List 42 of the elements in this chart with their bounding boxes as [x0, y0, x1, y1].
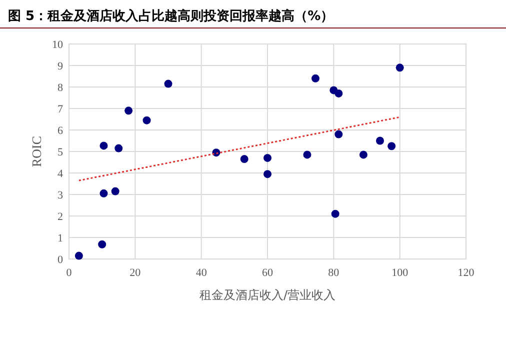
- y-tick-label: 1: [58, 232, 63, 244]
- point: [388, 142, 396, 150]
- point: [264, 170, 272, 178]
- x-tick-label: 60: [262, 267, 274, 279]
- y-tick-label: 5: [58, 146, 64, 158]
- y-tick-label: 10: [52, 39, 64, 51]
- y-tick-label: 6: [58, 125, 64, 137]
- point: [331, 210, 340, 218]
- x-tick-label: 120: [458, 267, 475, 279]
- point: [303, 150, 312, 159]
- point: [74, 252, 83, 260]
- point: [100, 142, 108, 150]
- point: [334, 130, 343, 138]
- y-tick-label: 9: [58, 60, 64, 72]
- x-tick-label: 80: [328, 267, 340, 279]
- y-tick-label: 0: [58, 254, 64, 266]
- point: [100, 189, 108, 198]
- y-tick-label: 7: [58, 104, 64, 116]
- point: [142, 116, 151, 124]
- point: [164, 80, 172, 88]
- point: [376, 136, 384, 145]
- x-tick-label: 100: [392, 267, 409, 279]
- y-tick-label: 8: [58, 82, 64, 94]
- point: [98, 240, 106, 248]
- x-tick-label: 40: [196, 267, 208, 279]
- point: [124, 106, 133, 115]
- y-tick-label: 4: [58, 168, 64, 180]
- point: [111, 187, 120, 196]
- point: [359, 150, 368, 159]
- y-tick-label: 3: [58, 190, 64, 202]
- x-tick-label: 20: [130, 267, 142, 279]
- point: [240, 155, 248, 164]
- point: [264, 154, 272, 162]
- chart-title: 图 5：租金及酒店收入占比越高则投资回报率越高（%）: [8, 8, 334, 24]
- point: [334, 89, 343, 98]
- point: [396, 64, 404, 72]
- point: [114, 144, 123, 152]
- y-axis-title: ROIC: [29, 136, 44, 168]
- x-tick-label: 0: [66, 267, 72, 279]
- y-tick-label: 2: [58, 211, 63, 223]
- point: [311, 74, 320, 82]
- x-axis-title: 租金及酒店收入/营业收入: [199, 288, 336, 302]
